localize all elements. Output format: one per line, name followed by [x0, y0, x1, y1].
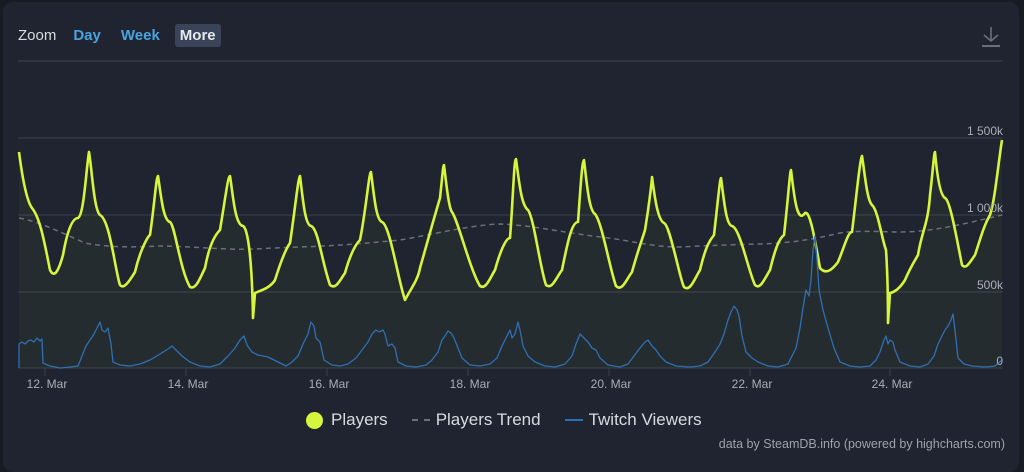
zoom-day-button[interactable]: Day: [73, 27, 101, 44]
x-tick-18-mar: 18. Mar: [450, 377, 491, 391]
legend-item-twitch-viewers[interactable]: Twitch Viewers: [564, 410, 702, 430]
dashed-line-icon: [411, 419, 430, 421]
players-marker-icon: [306, 411, 323, 429]
y-tick-1500k: 1 500k: [967, 124, 1004, 138]
zoom-week-button[interactable]: Week: [120, 27, 160, 44]
x-tick-marks: [44, 368, 891, 376]
players-trend-line: [18, 214, 1003, 251]
chart-legend: Players Players Trend Twitch Viewers: [306, 410, 726, 430]
export-button[interactable]: [980, 24, 1002, 48]
twitch-viewers-line: [18, 235, 1003, 369]
y-tick-0: 0: [996, 354, 1003, 368]
y-tick-1000k: 1 000k: [967, 201, 1004, 215]
zoom-more-button[interactable]: More: [174, 24, 221, 47]
legend-label-twitch-viewers: Twitch Viewers: [588, 410, 702, 429]
legend-item-players-trend[interactable]: Players Trend: [411, 410, 541, 430]
download-icon: [982, 27, 1000, 47]
x-tick-24-mar: 24. Mar: [872, 377, 913, 391]
zoom-selector: Zoom Day Week More: [18, 24, 221, 47]
x-tick-20-mar: 20. Mar: [591, 377, 632, 391]
y-tick-500k: 500k: [977, 278, 1004, 292]
x-tick-22-mar: 22. Mar: [732, 377, 773, 391]
players-line: [17, 139, 1004, 325]
players-area: [19, 140, 1002, 368]
legend-label-players-trend: Players Trend: [435, 410, 541, 429]
x-tick-14-mar: 14. Mar: [168, 377, 209, 391]
zoom-label: Zoom: [18, 27, 57, 44]
chart-credits-link[interactable]: data by SteamDB.info (powered by highcha…: [718, 437, 1005, 451]
x-tick-16-mar: 16. Mar: [309, 377, 350, 391]
legend-item-players[interactable]: Players: [306, 410, 388, 430]
legend-label-players: Players: [331, 410, 388, 429]
x-tick-12-mar: 12. Mar: [27, 377, 68, 391]
solid-line-icon: [564, 419, 583, 421]
